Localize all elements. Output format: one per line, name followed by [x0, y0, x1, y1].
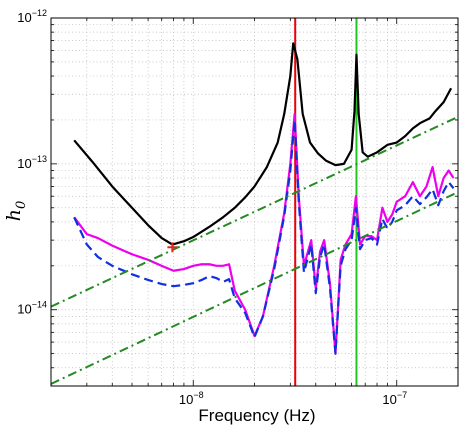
y-axis-label: h0: [3, 201, 29, 222]
series-line-3: [73, 118, 455, 355]
marker-group: [167, 242, 178, 253]
tick-exponent: −14: [32, 300, 47, 310]
x-tick-label: 10−8: [179, 390, 204, 407]
x-axis-label: Frequency (Hz): [198, 406, 315, 425]
tick-base: 10: [382, 392, 396, 407]
tick-exponent: −12: [32, 8, 47, 18]
y-axis-label-main: h: [3, 209, 25, 221]
y-axis-label-subscript: 0: [14, 201, 29, 209]
y-tick-label: 10−13: [17, 154, 47, 171]
tick-base: 10: [17, 156, 31, 171]
tick-exponent: −13: [32, 154, 47, 164]
x-tick-label: 10−7: [382, 390, 407, 407]
tick-base: 10: [17, 10, 31, 25]
series-line-5: [50, 191, 459, 385]
tick-marks: [50, 17, 459, 387]
series-line-1: [73, 42, 453, 246]
y-tick-label: 10−12: [17, 8, 47, 25]
series-group: [50, 42, 459, 385]
tick-base: 10: [179, 392, 193, 407]
tick-exponent: −8: [193, 390, 203, 400]
y-tick-label: 10−14: [17, 300, 47, 317]
tick-exponent: −7: [397, 390, 407, 400]
tick-base: 10: [17, 302, 31, 317]
series-line-4: [50, 115, 459, 308]
